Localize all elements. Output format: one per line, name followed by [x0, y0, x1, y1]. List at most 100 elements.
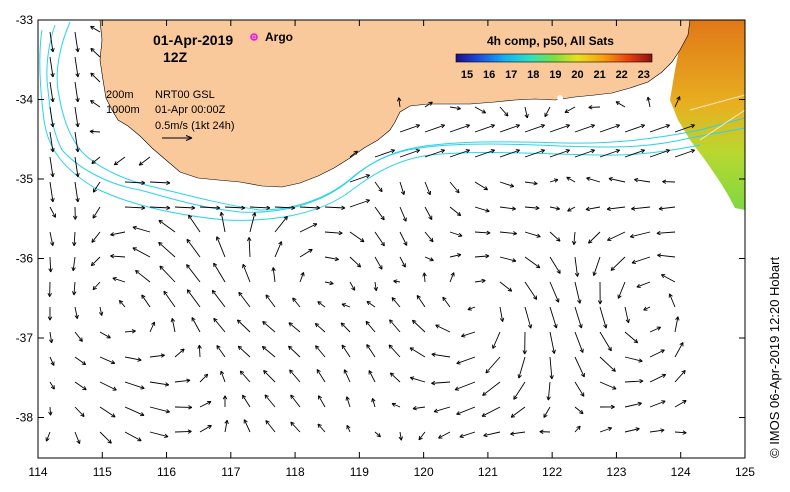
current-arrow-head	[312, 223, 318, 228]
current-arrow-head	[91, 238, 96, 243]
current-arrow-head	[668, 293, 673, 298]
current-arrow-head	[566, 176, 571, 181]
current-arrow-head	[191, 205, 196, 211]
current-arrow-head	[315, 345, 320, 350]
current-arrow-head	[80, 412, 85, 417]
current-arrow	[485, 356, 501, 374]
argo-label: Argo	[265, 30, 293, 44]
current-arrow	[248, 237, 251, 258]
current-arrow-head	[588, 105, 593, 110]
current-arrow	[399, 181, 405, 195]
current-arrow	[442, 296, 451, 308]
current-arrow-head	[611, 367, 616, 372]
current-arrow	[324, 281, 334, 285]
current-arrow	[374, 206, 385, 221]
current-arrow-head	[371, 398, 376, 403]
current-arrow	[649, 349, 665, 358]
current-arrow-head	[418, 435, 423, 441]
current-arrow	[340, 322, 351, 333]
current-arrow	[324, 231, 343, 234]
current-arrow	[649, 124, 670, 133]
current-arrow-head	[590, 149, 595, 154]
current-arrow-head	[317, 423, 322, 428]
current-arrow	[99, 406, 116, 418]
current-arrow	[510, 431, 526, 435]
current-arrow-head	[682, 430, 687, 435]
current-arrow-head	[317, 395, 322, 400]
lon-tick-label: 122	[542, 465, 562, 479]
current-arrow	[91, 156, 101, 164]
current-arrow-head	[540, 124, 545, 129]
lat-tick-label: -34	[16, 93, 34, 107]
current-arrow-head	[431, 352, 436, 357]
current-arrow	[574, 356, 585, 378]
current-arrow-head	[90, 261, 96, 267]
current-arrow-head	[660, 349, 665, 354]
current-arrow	[299, 206, 321, 209]
current-arrow-head	[73, 215, 78, 220]
current-arrow-head	[71, 291, 77, 296]
lon-tick-label: 116	[157, 465, 176, 479]
current-arrow-head	[440, 149, 445, 154]
current-arrow-head	[220, 370, 225, 375]
current-arrow-head	[409, 376, 415, 381]
current-arrow	[288, 322, 301, 333]
current-arrow	[74, 81, 79, 103]
current-arrow-head	[188, 214, 193, 220]
current-arrow-head	[290, 421, 295, 426]
current-arrow	[431, 381, 451, 384]
current-arrow-head	[283, 216, 288, 221]
current-arrow-head	[353, 150, 358, 155]
current-arrow-head	[50, 385, 55, 390]
current-arrow	[274, 241, 282, 258]
current-arrow-head	[159, 265, 164, 270]
current-arrow	[224, 420, 228, 433]
current-arrow-head	[612, 385, 617, 390]
current-arrow	[317, 423, 326, 433]
current-arrow-head	[113, 161, 119, 166]
current-arrow-head	[450, 272, 455, 277]
current-arrow	[483, 431, 501, 437]
current-arrow-head	[579, 348, 584, 353]
current-arrow	[409, 347, 426, 358]
current-arrow	[449, 106, 461, 110]
current-arrow-head	[132, 225, 137, 231]
current-arrow	[549, 356, 553, 379]
current-arrow-head	[422, 272, 427, 277]
current-arrow	[199, 401, 212, 408]
current-arrow	[399, 256, 406, 268]
current-arrow	[608, 178, 626, 183]
current-arrow	[499, 231, 517, 235]
current-arrow-head	[607, 236, 612, 241]
current-arrow-head	[544, 112, 549, 118]
current-arrow	[174, 431, 192, 433]
current-arrow	[566, 176, 576, 183]
current-arrow-head	[98, 311, 104, 316]
lon-tick-label: 120	[414, 465, 434, 479]
current-arrow	[199, 206, 221, 209]
current-arrow-head	[640, 124, 645, 129]
current-arrow-head	[391, 402, 396, 407]
current-arrow	[399, 206, 407, 222]
current-arrow	[524, 256, 541, 269]
current-arrow-head	[50, 73, 55, 78]
current-arrow	[416, 295, 426, 308]
current-arrow-head	[366, 300, 371, 306]
current-arrow-head	[341, 303, 346, 308]
current-arrow-head	[380, 241, 385, 247]
current-arrow	[418, 431, 426, 441]
current-arrow-head	[141, 205, 146, 211]
current-arrow-head	[50, 198, 55, 203]
current-arrow	[186, 264, 201, 283]
current-arrow-head	[82, 386, 87, 391]
current-arrow-head	[440, 124, 445, 129]
current-arrow	[449, 254, 462, 258]
current-arrow-head	[90, 72, 95, 77]
current-arrow	[124, 406, 145, 416]
current-arrow	[574, 281, 581, 304]
current-arrow-head	[47, 316, 53, 321]
current-arrow-head	[540, 149, 545, 154]
current-arrow	[631, 206, 651, 210]
colorbar-tick-label: 22	[616, 69, 628, 81]
current-arrow-head	[45, 437, 50, 442]
